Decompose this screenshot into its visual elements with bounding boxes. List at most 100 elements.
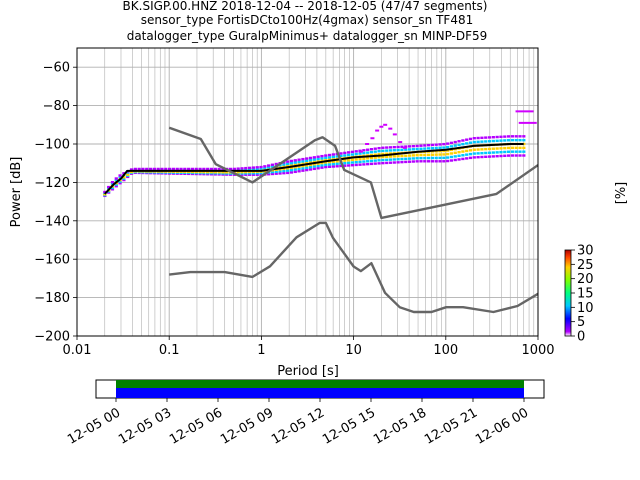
density-cell — [442, 146, 446, 149]
density-cell — [407, 148, 412, 151]
x-axis: 0.01 0.1 1 10 100 1000 — [63, 336, 555, 358]
density-cell — [518, 150, 522, 153]
density-cell — [446, 156, 450, 159]
density-cell — [419, 156, 423, 160]
density-cell — [289, 171, 294, 174]
density-cell — [381, 158, 385, 162]
density-cell — [354, 152, 358, 156]
density-cell — [442, 160, 446, 163]
density-cell — [316, 164, 320, 168]
density-cell — [385, 149, 389, 152]
colorbar — [564, 249, 572, 337]
density-cell — [423, 147, 427, 150]
density-cell — [400, 145, 404, 148]
density-cell — [438, 153, 442, 156]
density-cell — [377, 153, 381, 156]
plot-grid — [76, 48, 539, 337]
title-line-3: datalogger_type GuralpMinimus+ datalogge… — [127, 29, 488, 43]
density-cell — [347, 164, 351, 167]
x-tick-label: 100 — [433, 343, 458, 358]
density-cell — [183, 167, 187, 171]
timeline-tick-label: 12-05 18 — [371, 405, 429, 447]
density-cell — [282, 163, 286, 166]
density-cell — [362, 157, 366, 160]
density-cell — [175, 167, 179, 171]
density-cell — [392, 155, 396, 158]
density-cell — [118, 175, 122, 179]
y-axis-label: Power [dB] — [9, 157, 24, 228]
density-cell — [118, 180, 122, 183]
density-cell — [404, 148, 408, 151]
density-cell — [411, 148, 415, 151]
y-tick-label: −80 — [43, 99, 70, 114]
density-cell — [145, 167, 149, 171]
density-cell — [465, 142, 469, 145]
density-cell — [362, 160, 366, 163]
density-cell — [388, 149, 393, 152]
density-cell — [308, 168, 313, 171]
density-cell — [354, 158, 358, 161]
density-cell — [301, 160, 305, 163]
density-cell — [209, 167, 214, 171]
density-cell — [446, 142, 450, 145]
density-cell — [354, 161, 358, 164]
density-cell — [198, 167, 202, 171]
density-cell — [305, 168, 309, 172]
density-cell — [114, 177, 118, 180]
density-cell — [506, 139, 511, 142]
density-cell — [476, 156, 480, 159]
density-cell — [267, 166, 271, 169]
density-cell — [487, 140, 492, 143]
density-cell — [316, 160, 320, 163]
density-cell — [510, 138, 514, 142]
x-tick-label: 10 — [345, 343, 362, 358]
density-cell — [324, 154, 328, 157]
density-cell — [103, 190, 107, 194]
density-cell — [480, 151, 484, 155]
density-cell — [484, 147, 488, 151]
density-cell — [358, 163, 362, 166]
density-cell — [400, 160, 404, 164]
density-cell — [430, 156, 435, 160]
density-cell — [388, 158, 393, 161]
x-tick-label: 1 — [257, 343, 265, 358]
density-cell — [358, 160, 362, 164]
density-cell — [446, 159, 450, 163]
model-lines — [104, 126, 538, 314]
density-cell — [472, 152, 476, 155]
density-cell — [118, 181, 122, 185]
density-cell — [297, 167, 301, 171]
density-cell — [286, 162, 290, 166]
density-cell — [385, 158, 389, 162]
density-cell — [449, 155, 454, 159]
density-cell — [308, 163, 313, 167]
density-cell — [255, 172, 259, 175]
density-cell — [297, 170, 301, 173]
density-cell — [449, 159, 454, 162]
density-cell — [514, 150, 518, 153]
density-cell — [381, 146, 385, 149]
density-cell — [305, 164, 309, 167]
density-cell — [430, 147, 435, 150]
density-cell — [468, 149, 473, 152]
density-cell — [499, 147, 503, 150]
outlier-mark — [398, 141, 403, 144]
timeline-tick-label: 12-05 21 — [422, 405, 480, 447]
density-cell — [122, 176, 126, 179]
density-cell — [206, 167, 210, 171]
density-cell — [419, 144, 423, 147]
density-cell — [369, 150, 374, 154]
density-cell — [301, 164, 305, 168]
figure-title: BK.SIGP.00.HNZ 2018-12-04 -- 2018-12-05 … — [123, 0, 488, 43]
density-cell — [187, 167, 191, 171]
outlier-mark — [388, 127, 393, 130]
density-cell — [305, 166, 309, 169]
density-cell — [453, 155, 457, 158]
colorbar-tick-label: 20 — [577, 272, 594, 287]
density-cell — [286, 169, 290, 172]
density-cell — [347, 151, 351, 154]
density-cell — [362, 163, 366, 166]
density-cell — [415, 153, 419, 157]
x-tick-label: 0.1 — [159, 343, 180, 358]
density-cell — [457, 143, 461, 147]
